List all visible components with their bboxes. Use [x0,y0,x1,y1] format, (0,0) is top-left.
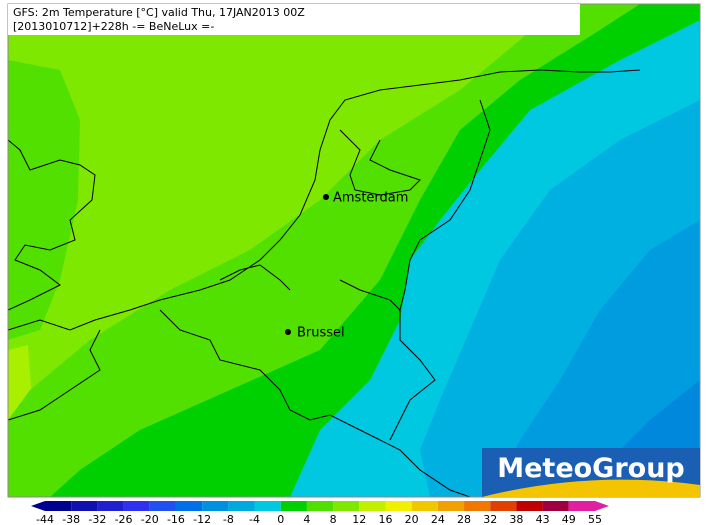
colorbar-label: -20 [141,513,159,525]
logo-text: MeteoGroup [497,453,685,484]
colorbar-end [595,501,609,511]
colorbar-swatch [490,501,517,511]
temperature-field [8,4,700,497]
colorbar-swatch [333,501,360,511]
colorbar-swatch [516,501,543,511]
logo-arc [482,479,700,497]
colorbar-label: 43 [536,513,550,525]
colorbar-label: 4 [303,513,310,525]
header-box [8,4,580,35]
header-line: [2013010712]+228h -= BeNeLux =- [13,20,214,33]
colorbar-label: 38 [509,513,523,525]
colorbar-label: -44 [36,513,54,525]
colorbar-label: 16 [378,513,392,525]
colorbar-label: 20 [405,513,419,525]
colorbar-swatch [411,501,438,511]
colorbar-swatch [280,501,307,511]
colorbar-label: 32 [483,513,497,525]
colorbar-label: 24 [431,513,445,525]
colorbar-swatch [568,501,595,511]
colorbar-label: -32 [88,513,106,525]
colorbar-swatch [542,501,569,511]
colorbar: -44 -38 -32 -26 -20 -16 -12 -8 -4 0 4 8 12 16 20 24 28 32… [31,501,609,525]
city-label: Amsterdam [333,191,408,206]
colorbar-swatch [175,501,203,511]
colorbar-swatch [97,501,124,511]
zone-mid-green [8,60,80,340]
colorbar-swatch [123,501,150,511]
colorbar-swatch [202,501,229,511]
colorbar-label: -8 [223,513,234,525]
colorbar-swatch [254,501,281,511]
colorbar-label: 0 [277,513,284,525]
colorbar-label: 55 [588,513,602,525]
city-dot [285,329,291,335]
colorbar-label: -38 [62,513,80,525]
colorbar-label: -12 [193,513,211,525]
header-line: GFS: 2m Temperature [°C] valid Thu, 17JA… [13,6,305,19]
colorbar-label: -26 [115,513,133,525]
colorbar-label: 12 [352,513,366,525]
logo: MeteoGroup [482,448,700,497]
colorbar-label: -4 [249,513,260,525]
city-label: Brussel [297,326,345,341]
colorbar-swatch [359,501,386,511]
colorbar-label: 28 [457,513,471,525]
coastlines-borders [8,69,641,497]
colorbar-swatch [464,501,491,511]
colorbar-label: -16 [167,513,185,525]
colorbar-swatch [45,501,72,511]
colorbar-swatch [306,501,334,511]
colorbar-swatch [228,501,255,511]
colorbar-swatch [385,501,412,511]
colorbar-swatch [437,501,465,511]
colorbar-label: 8 [330,513,337,525]
colorbar-label: 49 [562,513,576,525]
city-dot [323,194,329,200]
colorbar-swatch [149,501,176,511]
colorbar-end [31,501,45,511]
colorbar-swatch [71,501,98,511]
